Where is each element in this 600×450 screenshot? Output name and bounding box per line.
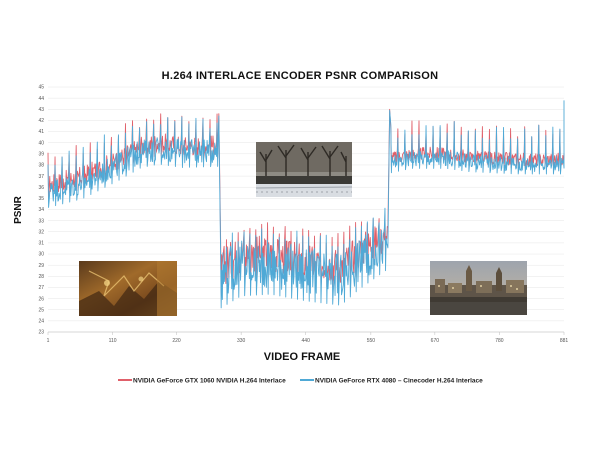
y-tick-label: 24 [38,319,44,325]
x-tick-label: 1 [47,338,50,344]
x-tick-label: 550 [367,338,376,344]
x-tick-label: 780 [495,338,504,344]
legend-label-gtx1060: NVIDIA GeForce GTX 1060 NVIDIA H.264 Int… [133,378,286,385]
y-tick-label: 37 [38,174,44,180]
x-tick-label: 670 [431,338,440,344]
x-tick-label: 881 [560,338,569,344]
y-tick-label: 28 [38,274,44,280]
series-lines [47,100,565,309]
series-line-rtx4080 [47,100,565,309]
x-tick-label: 330 [237,338,246,344]
y-tick-label: 26 [38,296,44,302]
frame-thumbnail-city [430,261,527,315]
y-tick-label: 29 [38,263,44,269]
y-tick-label: 45 [38,85,44,91]
y-axis-title: PSNR [13,195,24,224]
x-tick-label: 220 [172,338,181,344]
y-tick-label: 30 [38,252,44,258]
y-tick-label: 31 [38,241,44,247]
y-tick-label: 35 [38,196,44,202]
y-tick-label: 38 [38,163,44,169]
y-tick-label: 25 [38,307,44,313]
y-axis-ticks: 23 24 25 26 27 28 29 30 31 32 33 34 35 36 37 38 39 40 41 42… [38,85,44,336]
y-tick-label: 42 [38,118,44,124]
y-tick-label: 44 [38,96,44,102]
y-tick-label: 39 [38,152,44,158]
y-tick-label: 43 [38,107,44,113]
x-axis-ticks: 1 110 220 330 440 550 670 780 881 [47,332,569,344]
y-tick-label: 23 [38,330,44,336]
y-tick-label: 32 [38,229,44,235]
y-tick-label: 36 [38,185,44,191]
x-tick-label: 440 [302,338,311,344]
y-tick-label: 34 [38,207,44,213]
y-tick-label: 41 [38,129,44,135]
frame-thumbnail-palace [79,261,177,316]
legend: NVIDIA GeForce GTX 1060 NVIDIA H.264 Int… [118,378,483,385]
y-tick-label: 27 [38,285,44,291]
y-tick-label: 40 [38,140,44,146]
x-tick-label: 110 [109,338,117,344]
y-tick-label: 33 [38,218,44,224]
x-axis-title: VIDEO FRAME [264,351,340,363]
chart-title: H.264 INTERLACE ENCODER PSNR COMPARISON [162,70,439,82]
legend-label-rtx4080: NVIDIA GeForce RTX 4080 – Cinecoder H.26… [315,378,483,385]
frame-thumbnail-park [256,142,352,197]
